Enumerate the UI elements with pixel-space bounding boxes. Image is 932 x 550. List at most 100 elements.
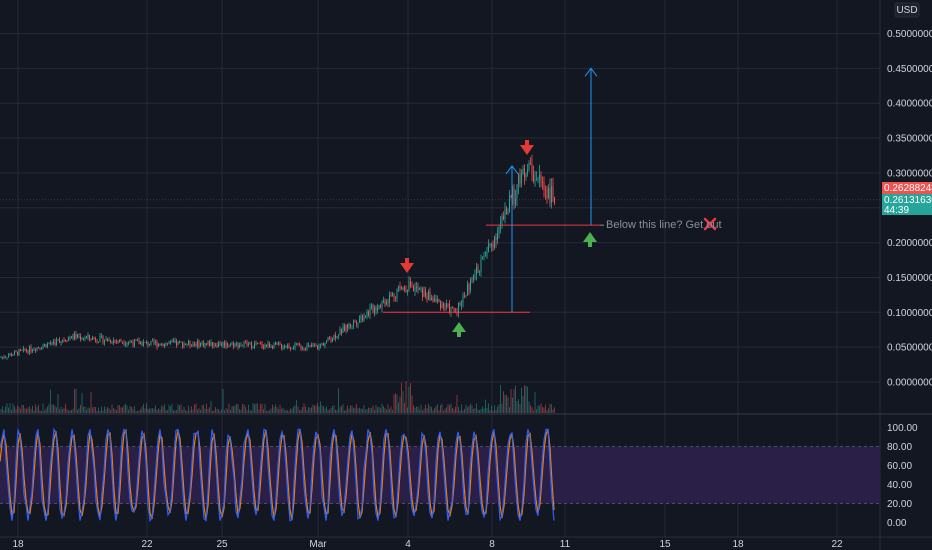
- volume-bar: [299, 410, 300, 413]
- volume-bar: [210, 400, 212, 413]
- candle-body: [87, 335, 89, 338]
- candle-body: [522, 168, 524, 174]
- candle-body: [513, 188, 515, 205]
- volume-bar: [18, 407, 20, 413]
- candle-body: [132, 342, 134, 346]
- volume-bar: [224, 410, 225, 413]
- candle-body: [276, 342, 278, 345]
- volume-bar: [143, 403, 144, 413]
- volume-bar: [270, 408, 272, 413]
- candle-body: [107, 338, 108, 341]
- candle-body: [297, 343, 299, 345]
- candle-body: [389, 295, 390, 303]
- volume-bar: [333, 405, 335, 413]
- candle-body: [447, 303, 449, 305]
- candle-body: [324, 342, 326, 346]
- volume-bar: [351, 405, 353, 413]
- volume-bar: [93, 406, 95, 413]
- volume-bar: [141, 406, 143, 413]
- volume-bar: [242, 404, 243, 413]
- volume-bar: [543, 407, 545, 413]
- candle-body: [468, 284, 470, 291]
- candle-body: [129, 341, 131, 343]
- candle-body: [530, 162, 531, 164]
- volume-bar: [83, 406, 84, 413]
- candle-body: [422, 288, 423, 297]
- volume-bar: [512, 397, 513, 413]
- candle-body: [416, 286, 417, 288]
- volume-bar: [41, 410, 42, 413]
- volume-bar: [27, 407, 29, 413]
- volume-bar: [71, 409, 72, 413]
- volume-bar: [186, 410, 188, 413]
- volume-bar: [3, 410, 5, 413]
- volume-bar: [306, 410, 308, 413]
- candle-body: [249, 342, 251, 345]
- volume-bar: [47, 406, 48, 413]
- volume-bar: [492, 410, 494, 413]
- candle-body: [57, 339, 59, 341]
- volume-bar: [17, 405, 18, 413]
- volume-bar: [240, 409, 242, 413]
- volume-bar: [161, 405, 162, 413]
- volume-bar: [191, 406, 192, 413]
- candle-body: [27, 350, 29, 353]
- candle-body: [119, 339, 120, 342]
- volume-bar: [276, 406, 278, 413]
- candle-body: [176, 340, 177, 346]
- volume-bar: [6, 403, 8, 413]
- volume-bar: [21, 404, 23, 413]
- volume-bar: [135, 410, 137, 413]
- candle-body: [233, 343, 234, 347]
- candle-body: [510, 195, 512, 197]
- volume-bar: [48, 403, 50, 413]
- volume-bar: [326, 406, 327, 413]
- candle-body: [185, 344, 186, 345]
- candle-body: [311, 345, 312, 347]
- volume-bar: [435, 406, 437, 413]
- volume-bar: [374, 409, 375, 413]
- volume-bar: [384, 408, 386, 413]
- candle-body: [108, 339, 110, 341]
- candle-body: [161, 343, 162, 346]
- volume-bar: [213, 410, 215, 413]
- volume-bar: [80, 404, 81, 413]
- volume-bar: [426, 408, 428, 413]
- candle-body: [60, 341, 62, 343]
- volume-bar: [269, 410, 270, 413]
- candle-body: [420, 288, 422, 289]
- volume-bar: [528, 401, 530, 413]
- candle-body: [350, 323, 351, 327]
- candle-body: [363, 317, 365, 320]
- volume-bar: [284, 409, 285, 413]
- volume-bar: [197, 409, 198, 413]
- candle-body: [467, 284, 468, 296]
- volume-bar: [266, 410, 267, 413]
- candle-body: [426, 296, 428, 300]
- volume-bar: [177, 404, 179, 413]
- time-tick-label: 8: [489, 539, 495, 550]
- candle-body: [219, 342, 221, 346]
- volume-bar: [134, 405, 135, 413]
- candle-body: [408, 281, 410, 290]
- candle-body: [414, 287, 416, 292]
- volume-bar: [285, 409, 287, 413]
- volume-bar: [254, 404, 255, 413]
- candle-body: [170, 341, 171, 343]
- candle-body: [330, 339, 332, 342]
- volume-bar: [30, 408, 32, 413]
- candle-body: [69, 337, 71, 339]
- volume-bar: [51, 404, 53, 413]
- volume-bar: [479, 409, 480, 413]
- currency-button[interactable]: USD: [894, 2, 920, 18]
- candle-body: [65, 340, 66, 342]
- volume-bar: [14, 406, 15, 413]
- volume-bar: [422, 410, 423, 413]
- volume-bar: [204, 408, 206, 413]
- volume-bar: [510, 389, 512, 413]
- volume-bar: [182, 410, 183, 413]
- candle-body: [71, 337, 72, 339]
- candle-body: [186, 344, 188, 346]
